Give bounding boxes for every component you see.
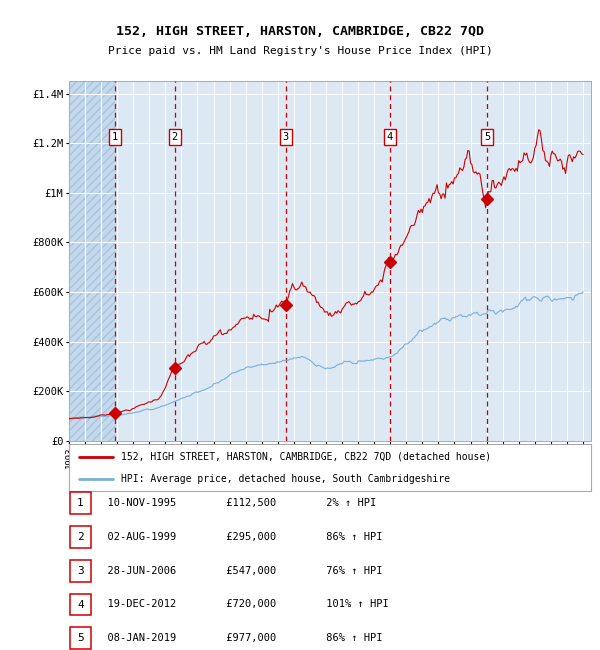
Text: 10-NOV-1995        £112,500        2% ↑ HPI: 10-NOV-1995 £112,500 2% ↑ HPI bbox=[95, 498, 376, 508]
Text: 28-JUN-2006        £547,000        76% ↑ HPI: 28-JUN-2006 £547,000 76% ↑ HPI bbox=[95, 566, 382, 576]
Bar bbox=[69, 81, 115, 441]
Text: 1: 1 bbox=[112, 132, 118, 142]
FancyBboxPatch shape bbox=[70, 560, 91, 582]
FancyBboxPatch shape bbox=[70, 593, 91, 616]
Text: HPI: Average price, detached house, South Cambridgeshire: HPI: Average price, detached house, Sout… bbox=[121, 474, 450, 484]
Text: 4: 4 bbox=[77, 599, 84, 610]
Text: 4: 4 bbox=[386, 132, 393, 142]
Text: Price paid vs. HM Land Registry's House Price Index (HPI): Price paid vs. HM Land Registry's House … bbox=[107, 46, 493, 56]
FancyBboxPatch shape bbox=[70, 492, 91, 514]
Text: 2: 2 bbox=[77, 532, 84, 542]
Bar bbox=[69, 81, 115, 441]
Text: 5: 5 bbox=[484, 132, 490, 142]
Text: 08-JAN-2019        £977,000        86% ↑ HPI: 08-JAN-2019 £977,000 86% ↑ HPI bbox=[95, 633, 382, 644]
Text: 02-AUG-1999        £295,000        86% ↑ HPI: 02-AUG-1999 £295,000 86% ↑ HPI bbox=[95, 532, 382, 542]
FancyBboxPatch shape bbox=[70, 627, 91, 649]
Text: 152, HIGH STREET, HARSTON, CAMBRIDGE, CB22 7QD (detached house): 152, HIGH STREET, HARSTON, CAMBRIDGE, CB… bbox=[121, 452, 491, 461]
Text: 152, HIGH STREET, HARSTON, CAMBRIDGE, CB22 7QD: 152, HIGH STREET, HARSTON, CAMBRIDGE, CB… bbox=[116, 25, 484, 38]
Text: 5: 5 bbox=[77, 633, 84, 644]
Text: 2: 2 bbox=[172, 132, 178, 142]
Text: 3: 3 bbox=[77, 566, 84, 576]
FancyBboxPatch shape bbox=[70, 526, 91, 548]
Text: 3: 3 bbox=[283, 132, 289, 142]
Text: 19-DEC-2012        £720,000        101% ↑ HPI: 19-DEC-2012 £720,000 101% ↑ HPI bbox=[95, 599, 389, 610]
Text: 1: 1 bbox=[77, 498, 84, 508]
